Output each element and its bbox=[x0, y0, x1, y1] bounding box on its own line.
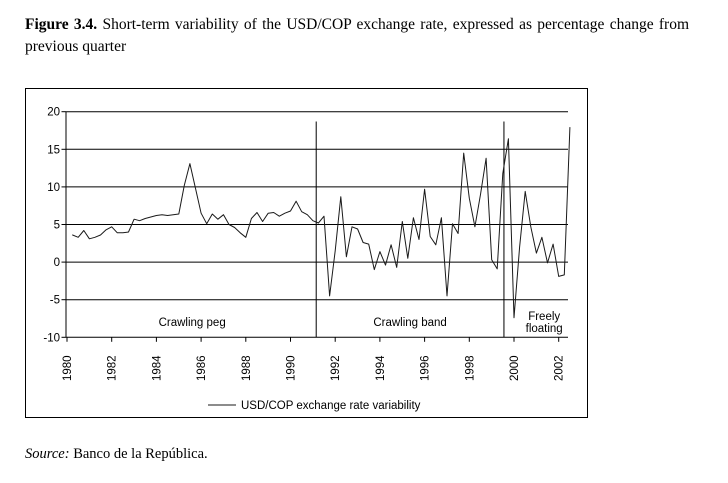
ytick-label-5: 5 bbox=[54, 220, 60, 232]
regime-label-1: Crawling peg bbox=[159, 317, 226, 329]
figure-title: Figure 3.4. Short-term variability of th… bbox=[25, 14, 689, 57]
xtick-label-2002: 2002 bbox=[554, 355, 566, 381]
regime-label-2: Crawling band bbox=[373, 317, 447, 329]
source-line: Source: Banco de la República. bbox=[25, 446, 208, 463]
xtick-label-1992: 1992 bbox=[330, 355, 342, 381]
xtick-label-1990: 1990 bbox=[286, 355, 298, 381]
figure-number: Figure 3.4. bbox=[25, 16, 98, 33]
xtick-label-1996: 1996 bbox=[420, 355, 432, 381]
source-label: Source: bbox=[25, 446, 70, 462]
ytick-label--5: -5 bbox=[50, 295, 60, 307]
chart-container: 20 15 10 5 0 -5 -10 1980 1982 1984 1986 1988 1990 199… bbox=[25, 88, 588, 418]
xtick-label-1982: 1982 bbox=[107, 355, 119, 381]
ytick-label-15: 15 bbox=[47, 144, 60, 156]
xtick-label-2000: 2000 bbox=[509, 355, 521, 381]
source-text: Banco de la República. bbox=[73, 446, 208, 462]
xtick-label-1984: 1984 bbox=[151, 355, 163, 381]
xtick-label-1980: 1980 bbox=[62, 355, 74, 381]
ytick-label-10: 10 bbox=[47, 182, 60, 194]
xtick-label-1994: 1994 bbox=[375, 355, 387, 381]
ytick-label-20: 20 bbox=[47, 107, 60, 119]
regime-label-3: Freely bbox=[528, 311, 560, 323]
legend-label: USD/COP exchange rate variability bbox=[241, 400, 421, 412]
xtick-label-1986: 1986 bbox=[196, 355, 208, 381]
ytick-label-0: 0 bbox=[54, 257, 60, 269]
series-line bbox=[72, 127, 571, 319]
ytick-label--10: -10 bbox=[43, 332, 60, 344]
xtick-label-1988: 1988 bbox=[241, 355, 253, 381]
regime-label-3: floating bbox=[526, 323, 563, 335]
xtick-label-1998: 1998 bbox=[464, 355, 476, 381]
figure-title-text: Short-term variability of the USD/COP ex… bbox=[25, 16, 690, 55]
